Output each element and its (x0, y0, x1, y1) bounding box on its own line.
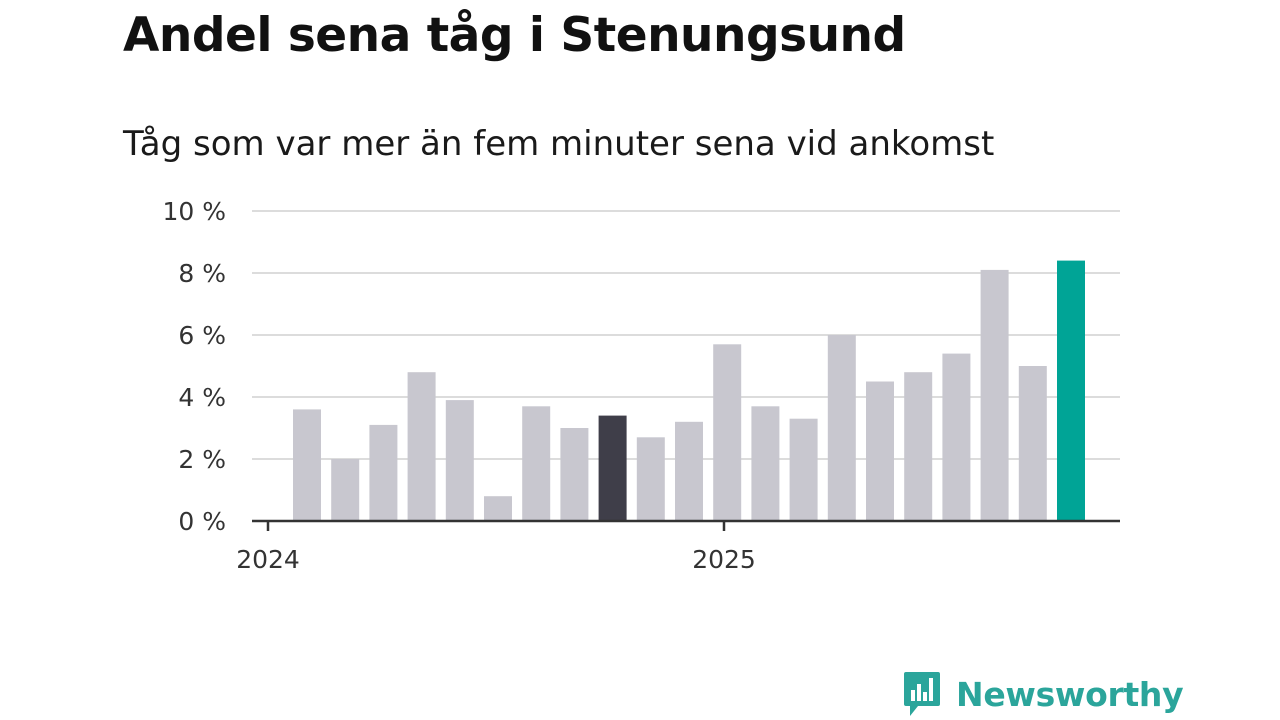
bar (789, 418, 818, 521)
brand-logo: Newsworthy (902, 670, 1184, 718)
y-tick-label: 8 % (178, 259, 226, 288)
bar (1018, 366, 1047, 521)
bars (293, 260, 1085, 521)
bar (980, 269, 1009, 521)
bar (866, 381, 894, 521)
y-tick-label: 10 % (162, 197, 226, 226)
tick-labels: 0 % 2 % 4 % 6 % 8 % 10 % 2024 2025 (162, 197, 755, 574)
y-tick-label: 4 % (178, 383, 226, 412)
brand-name: Newsworthy (956, 674, 1184, 714)
y-tick-label: 0 % (178, 507, 226, 536)
bar (827, 335, 856, 521)
bar (369, 424, 398, 521)
x-tick-label: 2024 (236, 545, 300, 574)
x-tick-label: 2025 (692, 545, 756, 574)
bar (331, 459, 360, 521)
bar (293, 409, 321, 521)
bar (407, 372, 436, 521)
bar (522, 406, 551, 521)
bar (751, 406, 780, 521)
bar (713, 344, 742, 521)
bar (942, 353, 971, 521)
bar (598, 415, 627, 521)
chart-subtitle: Tåg som var mer än fem minuter sena vid … (123, 124, 995, 164)
axes (252, 519, 1120, 531)
bar (1057, 260, 1085, 521)
bar (560, 428, 589, 521)
bar (636, 437, 665, 521)
chart-title: Andel sena tåg i Stenungsund (123, 8, 906, 63)
bar (484, 496, 512, 521)
newsworthy-logo-icon (904, 672, 940, 716)
bar (904, 372, 933, 521)
bar (675, 421, 703, 521)
y-tick-label: 2 % (178, 445, 226, 474)
bar (445, 400, 474, 521)
y-tick-label: 6 % (178, 321, 226, 350)
